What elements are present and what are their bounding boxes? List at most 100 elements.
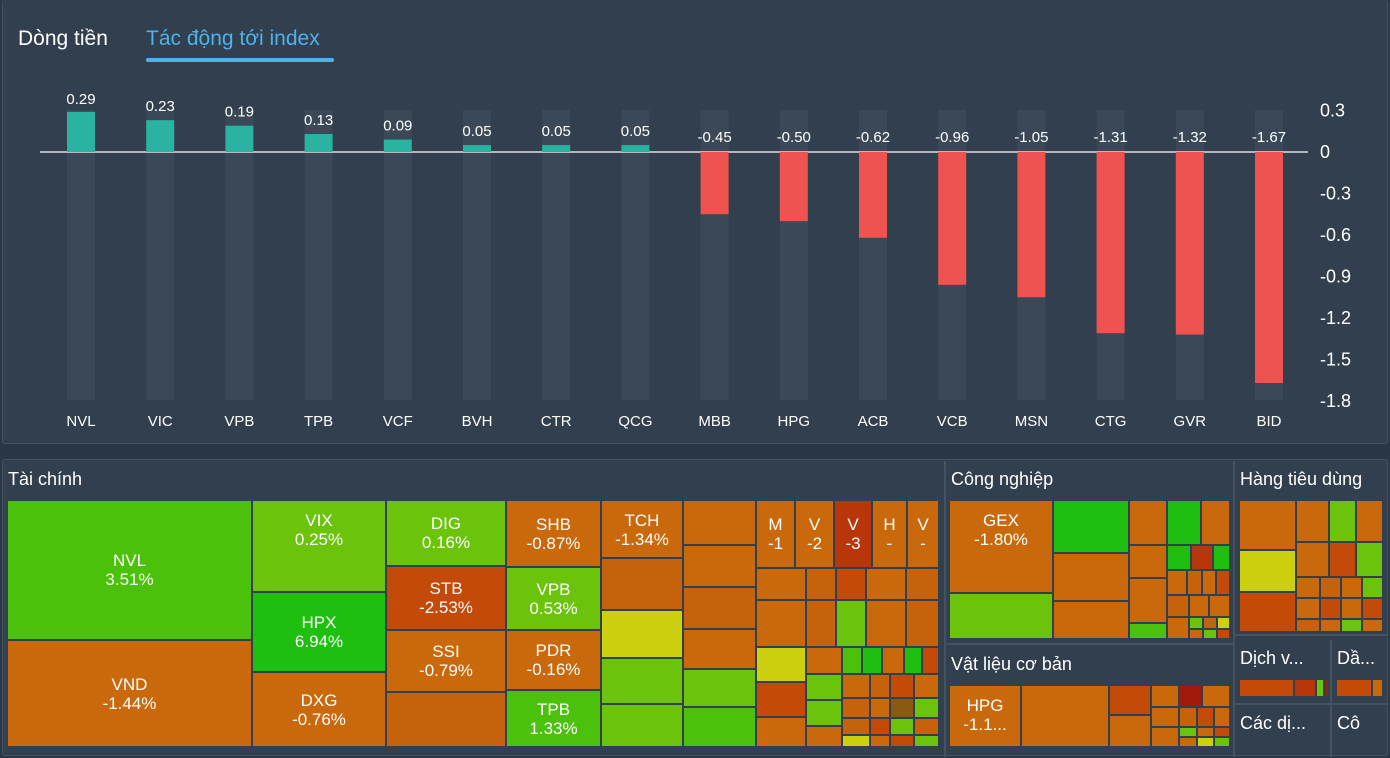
tile-small[interactable] <box>1189 617 1203 629</box>
tile-small[interactable] <box>806 674 842 700</box>
tile-small[interactable] <box>1214 707 1230 727</box>
tile-small[interactable] <box>1239 550 1296 592</box>
tile-small[interactable] <box>870 698 890 718</box>
tile-small[interactable] <box>1053 553 1129 601</box>
tile-small[interactable] <box>842 647 862 674</box>
tile-small-1[interactable]: V -2 <box>795 500 834 568</box>
tile-small[interactable] <box>842 718 870 735</box>
tile-small[interactable] <box>1151 727 1179 747</box>
tile-small[interactable] <box>1167 570 1187 595</box>
tile-small[interactable] <box>1129 623 1167 639</box>
tile-small[interactable] <box>1167 595 1189 617</box>
tile-small[interactable] <box>1362 619 1383 632</box>
sector-title-oil[interactable]: Dầ... <box>1337 648 1376 668</box>
tile-small[interactable] <box>890 735 914 747</box>
tile-small[interactable] <box>914 674 939 698</box>
tile-small[interactable] <box>1324 679 1329 697</box>
tile-small[interactable] <box>806 647 842 674</box>
tile-small[interactable] <box>1197 707 1214 727</box>
tile-small[interactable] <box>1202 570 1216 595</box>
tile-small[interactable] <box>870 718 890 735</box>
tile-small-0[interactable]: M -1 <box>756 500 795 568</box>
tile-small[interactable] <box>1179 737 1197 747</box>
tile-small[interactable] <box>1151 685 1179 707</box>
tile-small[interactable] <box>1356 542 1383 577</box>
tile-small[interactable] <box>890 718 914 735</box>
tile-small[interactable] <box>806 568 836 600</box>
sector-title-services[interactable]: Dịch v... <box>1240 648 1304 668</box>
tile-small[interactable] <box>1214 737 1230 747</box>
tile-small[interactable] <box>1197 727 1214 737</box>
tile-small[interactable] <box>836 600 866 647</box>
tile-small[interactable] <box>1021 685 1109 747</box>
tile-small[interactable] <box>862 647 882 674</box>
tile-small[interactable] <box>866 568 906 600</box>
tile-pdr[interactable]: PDR -0.16% <box>506 630 601 690</box>
tile-small[interactable] <box>683 707 756 747</box>
tile-vix[interactable]: VIX 0.25% <box>252 500 386 592</box>
tile-small[interactable] <box>842 698 870 718</box>
tab-money-flow[interactable]: Dòng tiền <box>18 27 108 50</box>
tile-dig[interactable]: DIG 0.16% <box>386 500 506 566</box>
tile-small[interactable] <box>601 558 683 610</box>
tile-small[interactable] <box>601 704 683 747</box>
tile-shb[interactable]: SHB -0.87% <box>506 500 601 567</box>
tile-nvl[interactable]: NVL 3.51% <box>7 500 252 640</box>
tile-small[interactable] <box>601 658 683 704</box>
tile-small[interactable] <box>904 647 922 674</box>
sector-title-industrial[interactable]: Công nghiệp <box>951 469 1054 489</box>
tile-small[interactable] <box>1217 629 1230 639</box>
tile-small[interactable] <box>914 735 939 747</box>
tile-small[interactable] <box>1320 619 1341 632</box>
tile-small[interactable] <box>836 568 866 600</box>
tile-small[interactable] <box>1201 500 1230 545</box>
tile-small[interactable] <box>1197 737 1214 747</box>
tile-small[interactable] <box>1203 617 1217 629</box>
tile-small[interactable] <box>1341 577 1362 598</box>
tile-small[interactable] <box>1109 715 1151 747</box>
tile-small[interactable] <box>842 735 870 747</box>
tile-small[interactable] <box>806 700 842 726</box>
tile-small[interactable] <box>1296 598 1320 619</box>
tile-small[interactable] <box>1294 679 1316 697</box>
tile-small[interactable] <box>1179 727 1197 737</box>
tile-small[interactable] <box>890 698 914 718</box>
tile-small[interactable] <box>1129 578 1167 623</box>
tile-small[interactable] <box>1109 685 1151 715</box>
tab-index-impact[interactable]: Tác động tới index <box>146 27 320 50</box>
tile-small[interactable] <box>806 600 836 647</box>
tile-small[interactable] <box>1203 629 1217 639</box>
sector-title-utilities[interactable]: Các dị... <box>1240 713 1307 733</box>
tile-small[interactable] <box>1189 629 1203 639</box>
tile-small[interactable] <box>890 674 914 698</box>
sector-title-finance[interactable]: Tài chính <box>8 469 83 489</box>
tile-small[interactable] <box>906 568 939 600</box>
tile-small[interactable] <box>683 669 756 707</box>
tile-hpx[interactable]: HPX 6.94% <box>252 592 386 672</box>
tile-small[interactable] <box>683 587 756 629</box>
tile-small[interactable] <box>1216 570 1230 595</box>
tile-small[interactable] <box>601 610 683 658</box>
tile-small[interactable] <box>1167 545 1191 570</box>
tile-ssi[interactable]: SSI -0.79% <box>386 630 506 692</box>
tile-small[interactable] <box>1151 707 1179 727</box>
tile-small[interactable] <box>1202 685 1230 707</box>
tile-small[interactable] <box>1189 595 1209 617</box>
tile-small[interactable] <box>806 726 842 747</box>
tile-small[interactable] <box>949 593 1053 639</box>
tile-small[interactable] <box>1217 617 1230 629</box>
tile-small[interactable] <box>756 717 806 747</box>
tile-small[interactable] <box>922 647 939 674</box>
tile-small[interactable] <box>1187 570 1202 595</box>
tile-small[interactable] <box>756 682 806 717</box>
tile-small[interactable] <box>842 674 870 698</box>
tile-small[interactable] <box>1296 577 1320 598</box>
tile-small-4[interactable]: V- <box>907 500 939 568</box>
tile-small[interactable] <box>914 698 939 718</box>
tile-misc-1[interactable] <box>386 692 506 747</box>
tile-small[interactable] <box>1329 542 1356 577</box>
sector-title-tech[interactable]: Cô <box>1337 713 1361 733</box>
tile-tpb[interactable]: TPB 1.33% <box>506 690 601 747</box>
tile-small[interactable] <box>1341 598 1362 619</box>
tile-small-2[interactable]: V -3 <box>834 500 872 568</box>
